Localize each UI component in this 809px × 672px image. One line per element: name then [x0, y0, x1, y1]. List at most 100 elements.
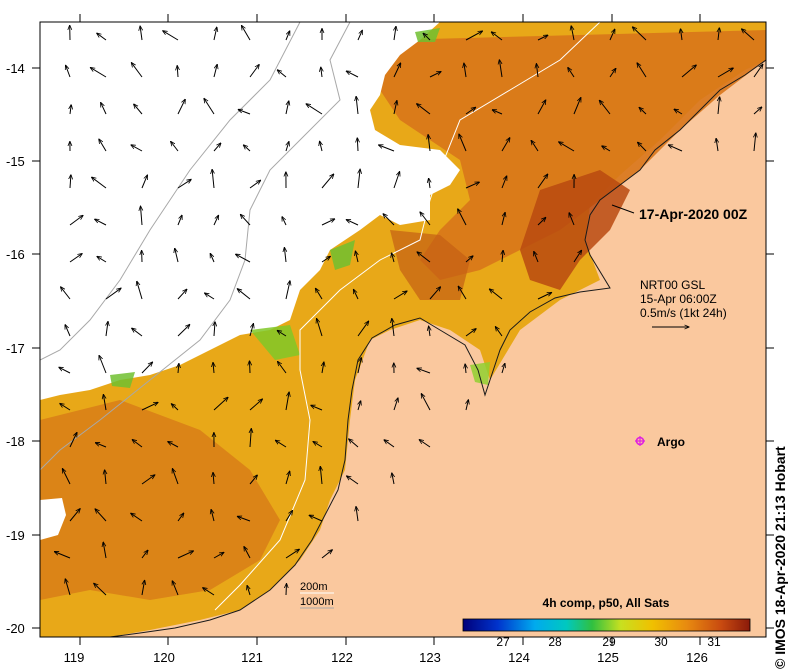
lon-label: 121 [241, 650, 263, 665]
lat-label: -17 [6, 341, 25, 356]
current-arrow-icon [383, 214, 395, 226]
current-arrow-icon [313, 442, 323, 448]
current-arrow-icon [177, 513, 184, 522]
current-arrow-icon [249, 324, 253, 337]
current-arrow-icon [501, 212, 505, 226]
current-arrow-icon [213, 473, 214, 485]
current-arrow-icon [65, 325, 71, 337]
current-arrow-icon [285, 281, 290, 300]
current-arrow-icon [177, 289, 187, 300]
current-arrow-icon [213, 363, 214, 374]
current-arrow-icon [718, 97, 720, 115]
current-arrow-icon [177, 179, 191, 189]
date-pointer [611, 204, 635, 214]
current-arrow-icon [69, 254, 82, 263]
current-arrow-icon [277, 331, 287, 337]
current-arrow-icon [392, 319, 394, 337]
current-arrow-icon [495, 327, 503, 337]
current-arrow-icon [249, 475, 257, 485]
current-arrow-icon [536, 64, 538, 78]
current-arrow-icon [317, 319, 323, 337]
current-arrow-icon [753, 107, 762, 115]
current-arrow-icon [285, 549, 299, 559]
current-arrow-icon [420, 212, 431, 226]
current-arrow-icon [105, 288, 121, 300]
current-arrow-icon [681, 65, 696, 78]
current-arrow-icon [137, 281, 143, 300]
sst-warm-south [40, 400, 280, 600]
current-arrow-icon [66, 65, 71, 78]
current-arrow-icon [421, 394, 431, 411]
lon-label: 123 [419, 650, 441, 665]
current-arrow-icon [491, 32, 503, 41]
current-arrow-icon [356, 96, 358, 115]
current-arrow-icon [213, 215, 219, 226]
current-arrow-icon [243, 145, 251, 152]
current-arrow-icon [249, 180, 261, 189]
current-arrow-icon [321, 219, 335, 226]
current-arrow-icon [203, 588, 215, 596]
current-arrow-icon [177, 99, 185, 115]
current-arrow-icon [212, 169, 214, 189]
current-arrow-icon [357, 358, 361, 374]
current-arrow-icon [466, 400, 468, 411]
currents-time: 15-Apr 06:00Z [640, 292, 717, 306]
sst-cool-edge-1 [330, 240, 355, 270]
current-arrow-icon [322, 362, 324, 374]
current-arrow-icon [316, 288, 323, 300]
current-arrow-icon [321, 174, 334, 189]
isobath-legend-200m: 200m [300, 581, 328, 593]
current-arrow-icon [106, 322, 108, 337]
isobath-1000m [40, 22, 351, 471]
current-arrow-icon [163, 31, 179, 41]
current-arrow-icon [141, 206, 143, 226]
current-arrow-icon [213, 27, 217, 41]
current-arrow-icon [141, 475, 155, 485]
current-arrow-icon [321, 67, 322, 78]
current-arrow-icon [237, 516, 251, 522]
current-arrow-icon [357, 138, 358, 152]
current-arrow-icon [417, 252, 431, 263]
colorbar [462, 618, 751, 632]
sst-hot-coastal [520, 170, 630, 290]
current-arrow-icon [393, 172, 400, 189]
current-arrow-icon [205, 293, 215, 300]
current-arrow-icon [131, 63, 143, 78]
current-arrow-icon [346, 220, 359, 226]
current-arrow-icon [134, 104, 143, 115]
current-arrow-icon [171, 142, 179, 152]
lon-label: 126 [686, 650, 708, 665]
lat-label: -15 [6, 154, 25, 169]
current-arrow-icon [244, 547, 251, 559]
current-arrow-icon [573, 98, 581, 115]
lat-label: -20 [6, 621, 25, 636]
isobath-legend-1000m: 1000m [300, 596, 334, 608]
current-arrow-icon [101, 103, 107, 115]
current-arrow-icon [97, 256, 107, 263]
lat-label: -18 [6, 434, 25, 449]
current-arrow-icon [171, 404, 179, 411]
current-arrow-icon [131, 145, 143, 152]
current-arrow-icon [249, 65, 259, 78]
current-arrow-icon [602, 146, 611, 152]
current-arrow-icon [99, 356, 107, 374]
current-arrow-icon [309, 515, 323, 522]
lat-label: -16 [6, 247, 25, 262]
current-arrow-icon [142, 580, 145, 596]
current-arrow-icon [285, 471, 290, 485]
current-arrow-icon [429, 178, 430, 189]
current-arrow-icon [250, 361, 251, 374]
current-arrow-icon [499, 60, 503, 78]
current-arrow-icon [534, 252, 539, 263]
current-arrow-icon [62, 469, 71, 485]
current-arrow-icon [69, 433, 77, 448]
lon-ticks [79, 14, 701, 645]
current-arrow-icon [458, 286, 467, 300]
lon-label: 119 [64, 650, 85, 665]
current-arrow-icon [70, 105, 71, 115]
sst-cool-edge-3 [110, 372, 135, 388]
current-arrow-icon [609, 68, 616, 78]
current-arrow-icon [60, 404, 71, 411]
argo-marker-icon[interactable] [635, 436, 645, 446]
current-arrow-icon [346, 71, 359, 78]
